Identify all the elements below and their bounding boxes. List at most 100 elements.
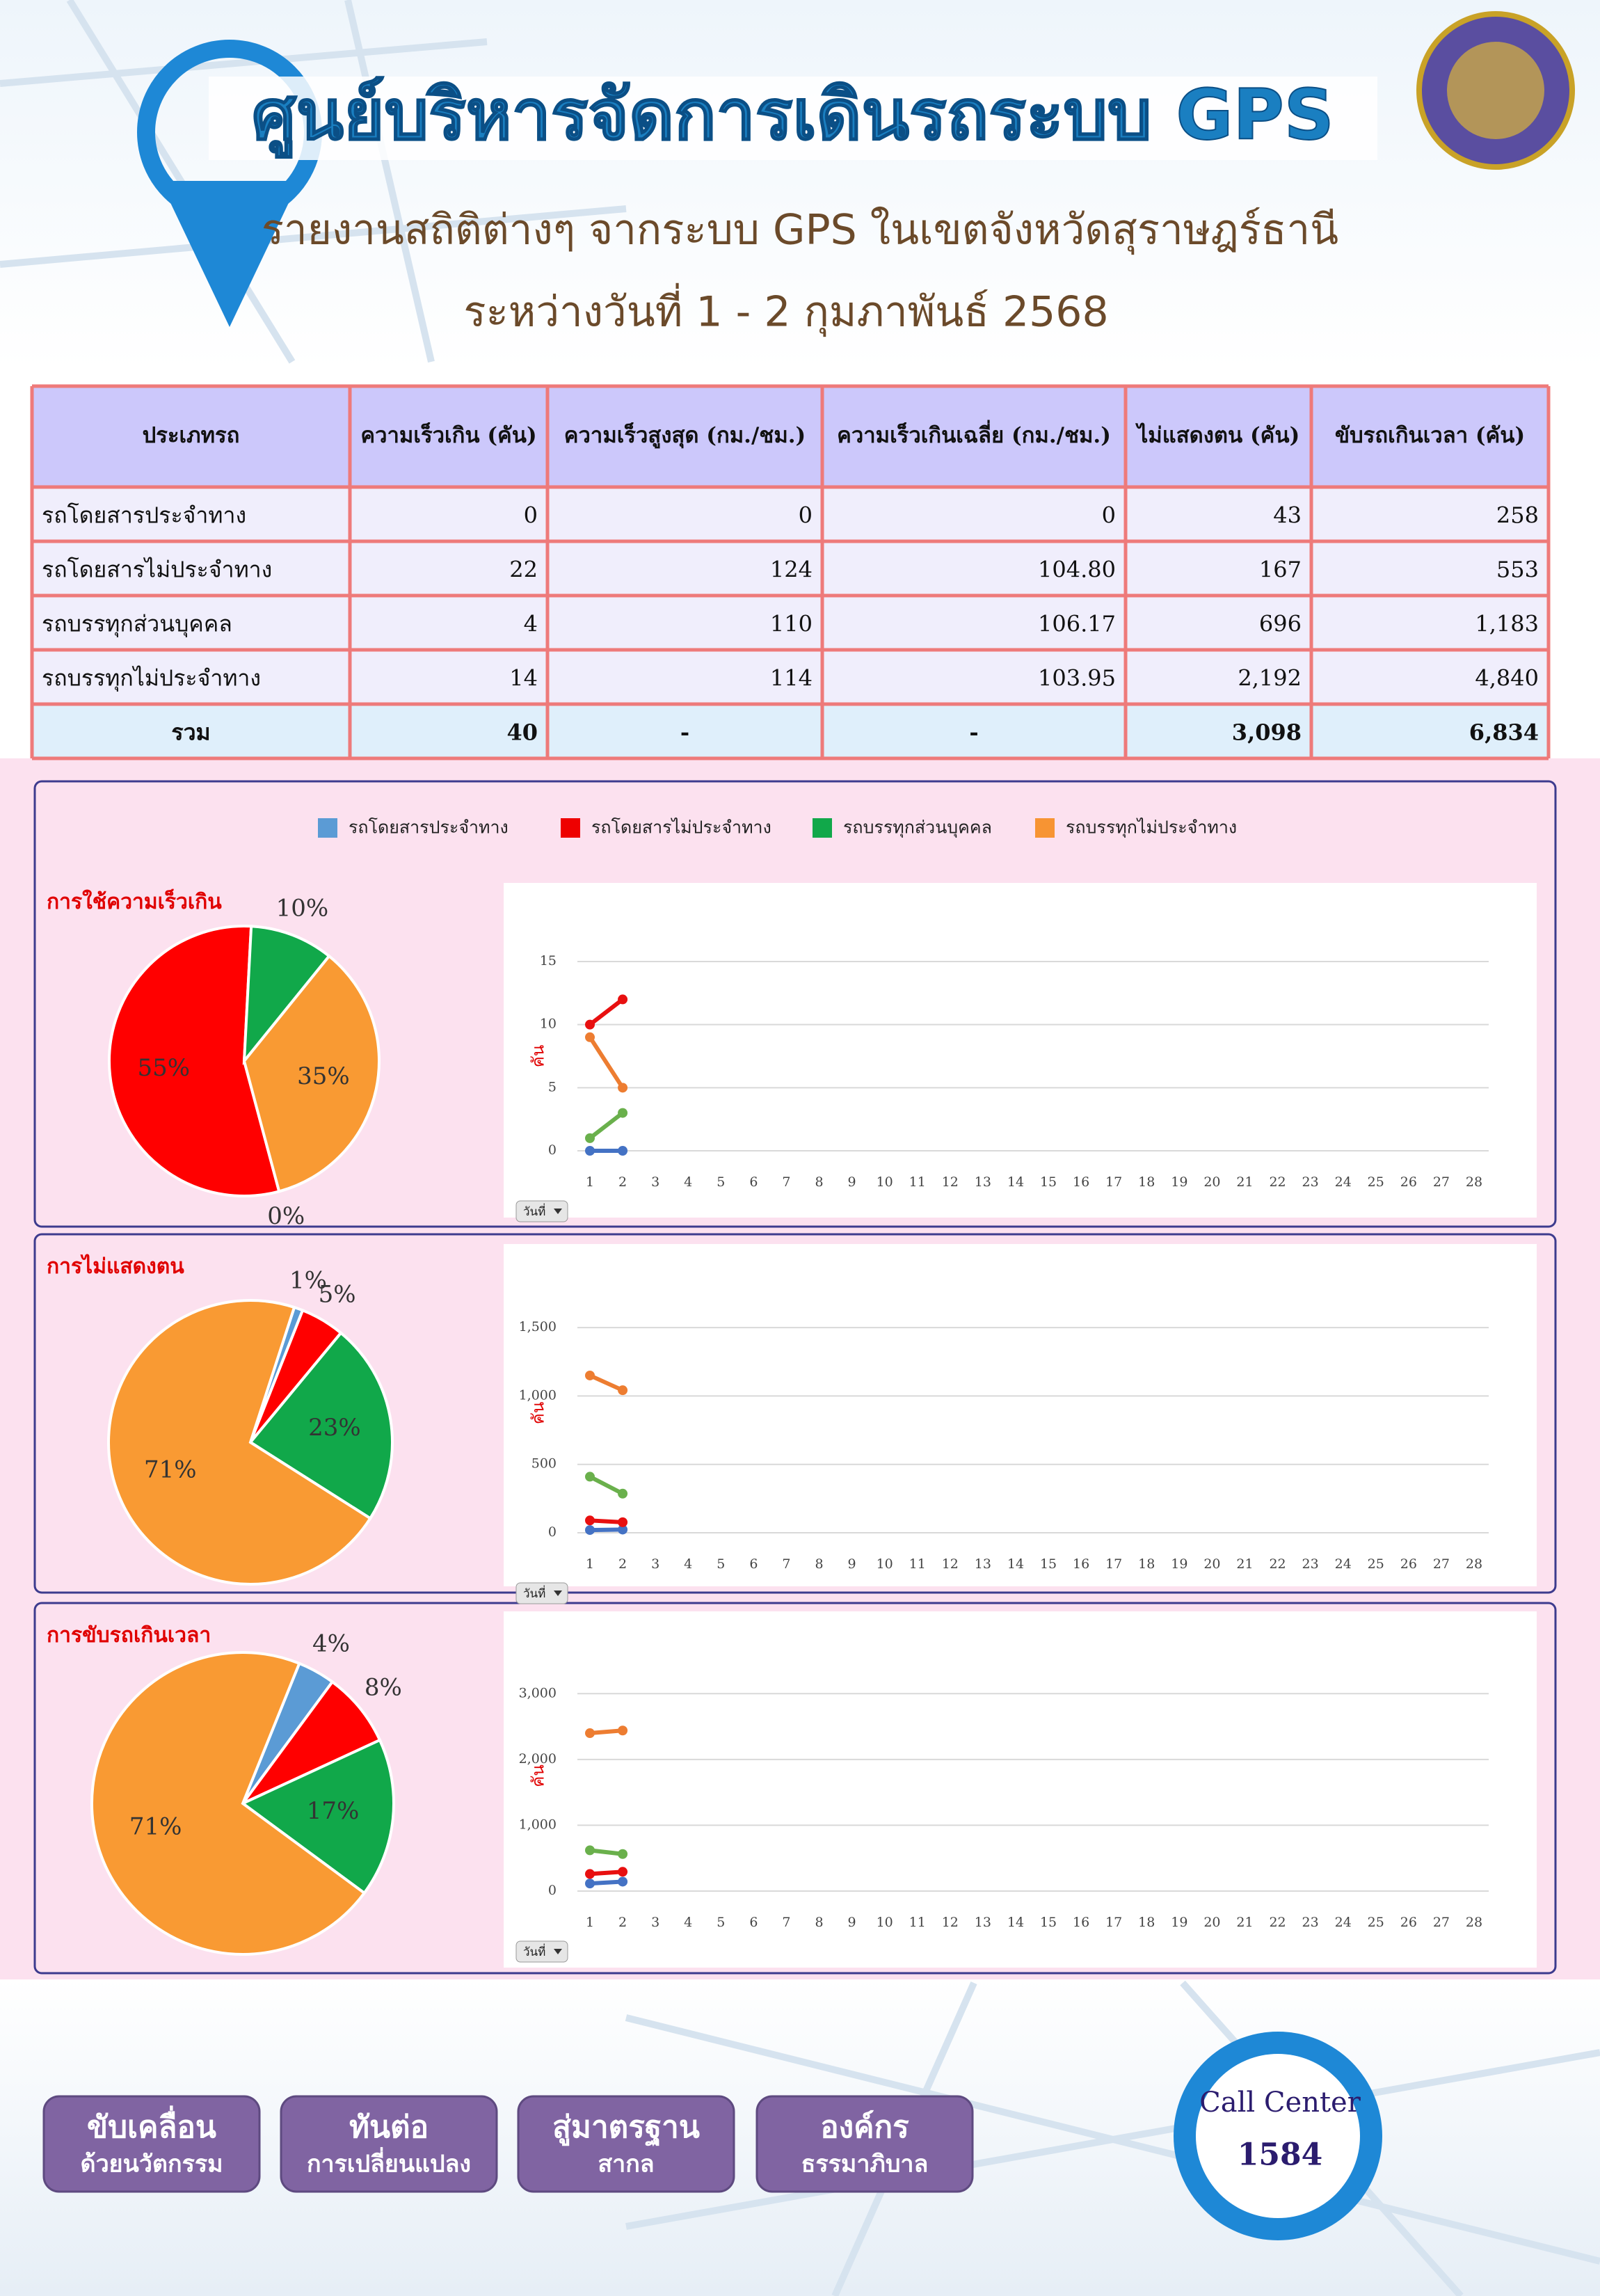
x-tick-label: 20 [1203,1174,1220,1190]
x-tick-label: 16 [1073,1915,1089,1930]
series-point [618,1083,628,1093]
legend-swatch [1035,818,1055,838]
footer-button-top[interactable]: องค์กร [820,2110,909,2145]
footer-button-top[interactable]: ทันต่อ [349,2110,429,2145]
footer-button-bottom[interactable]: สากล [598,2151,654,2178]
y-tick-label: 500 [531,1456,557,1472]
x-tick-label: 8 [815,1556,823,1572]
x-tick-label: 13 [975,1915,991,1930]
date-control-label[interactable]: วันที่ [523,1203,545,1219]
table-cell: 0 [1102,502,1116,529]
x-tick-label: 26 [1400,1556,1417,1572]
x-tick-label: 16 [1073,1174,1089,1190]
x-tick-label: 13 [975,1556,991,1572]
footer-button-top[interactable]: สู่มาตรฐาน [552,2110,700,2146]
pie-label: 17% [307,1797,360,1825]
table-cell: 6,834 [1469,719,1539,746]
x-tick-label: 22 [1269,1174,1286,1190]
series-line [589,1527,623,1533]
table-cell: 2,192 [1238,665,1302,692]
series-point [618,1867,628,1877]
date-control-label[interactable]: วันที่ [523,1943,545,1959]
series-line [588,1036,625,1089]
legend-label: รถโดยสารประจำทาง [349,818,509,838]
pie-label: 55% [137,1054,190,1082]
x-tick-label: 11 [909,1915,926,1930]
series-point [618,1108,628,1118]
x-tick-label: 12 [942,1174,959,1190]
footer-button[interactable] [517,2095,735,2193]
table-cell: 1,183 [1475,611,1539,637]
series-line [589,1111,624,1140]
x-tick-label: 15 [1040,1174,1057,1190]
table-cell: 696 [1259,611,1302,637]
header-period: ระหว่างวันที่ 1 - 2 กุมภาพันธ์ 2568 [463,283,1108,337]
date-control[interactable] [515,1940,568,1963]
x-tick-label: 9 [848,1556,856,1572]
date-control-label[interactable]: วันที่ [523,1585,545,1601]
footer-button-top[interactable]: ขับเคลื่อน [87,2105,216,2145]
pie-label: 0% [267,1202,305,1230]
x-tick-label: 7 [782,1915,790,1930]
series-point [585,1472,595,1482]
series-line [589,998,624,1027]
table-cell: - [680,719,689,746]
table-cell: รถโดยสารประจำทาง [42,502,246,529]
series-point [618,1517,628,1527]
y-tick-label: 0 [548,1142,557,1158]
table-cell: 103.95 [1038,665,1116,692]
y-tick-label: 10 [540,1017,557,1032]
x-tick-label: 25 [1368,1556,1384,1572]
table-cell: 258 [1496,502,1539,529]
series-point [585,1133,595,1143]
pie-label: 5% [319,1280,356,1308]
dropdown-arrow [554,1949,562,1954]
pie-label: 1% [289,1267,327,1295]
x-tick-label: 18 [1138,1556,1155,1572]
series-line [589,1518,623,1524]
x-tick-label: 6 [749,1915,758,1930]
footer-button[interactable] [280,2095,498,2193]
date-control[interactable] [515,1582,568,1604]
table-header-cell: ประเภทรถ [143,423,240,448]
x-tick-label: 18 [1138,1915,1155,1930]
footer-button[interactable] [42,2095,261,2193]
pie-slice [242,925,331,1066]
x-tick-label: 22 [1269,1556,1286,1572]
chart-area [504,883,1537,1218]
footer-button[interactable] [755,2095,974,2193]
x-tick-label: 20 [1203,1556,1220,1572]
series-point [585,1019,595,1030]
x-tick-label: 7 [782,1556,790,1572]
x-tick-label: 9 [848,1174,856,1190]
legend-swatch [813,818,832,838]
call-center-label: Call Center [1199,2087,1361,2119]
x-tick-label: 28 [1466,1174,1482,1190]
series-line [589,1728,623,1736]
call-center-number[interactable]: 1584 [1238,2137,1322,2173]
pie-slice [108,925,281,1197]
footer-button-bottom[interactable]: ด้วยนวัตกรรม [80,2151,223,2178]
table-cell: 4 [524,611,538,637]
x-tick-label: 20 [1203,1915,1220,1930]
pie-label: 10% [276,895,329,923]
table-header-cell: ขับรถเกินเวลา (คัน) [1335,423,1525,448]
date-control[interactable] [515,1200,568,1222]
x-tick-label: 3 [651,1556,659,1572]
x-tick-label: 19 [1171,1915,1187,1930]
x-tick-label: 25 [1368,1174,1384,1190]
footer-button-bottom[interactable]: การเปลี่ยนแปลง [307,2147,471,2178]
table-cell: รถโดยสารไม่ประจำทาง [42,557,272,583]
y-axis-label: คัน [529,1764,548,1787]
pie-label: 71% [144,1456,197,1483]
x-tick-label: 19 [1171,1556,1187,1572]
x-tick-label: 24 [1335,1915,1352,1930]
footer-button-bottom[interactable]: ธรรมาภิบาล [801,2151,929,2178]
x-tick-label: 12 [942,1556,959,1572]
call-center-disc [1196,2054,1360,2218]
x-tick-label: 28 [1466,1556,1482,1572]
x-tick-label: 8 [815,1174,823,1190]
series-point [585,1879,595,1889]
x-tick-label: 1 [586,1915,594,1930]
